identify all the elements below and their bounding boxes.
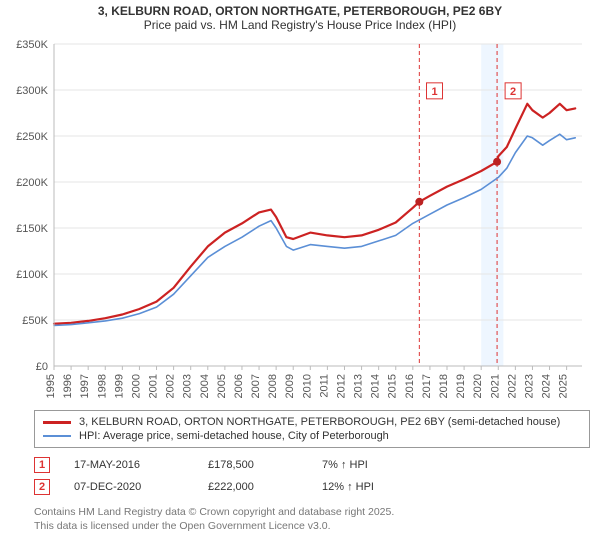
x-tick-label: 2012: [335, 374, 347, 398]
legend-label: 3, KELBURN ROAD, ORTON NORTHGATE, PETERB…: [79, 416, 560, 428]
event-index-box: 2: [34, 479, 50, 495]
legend: 3, KELBURN ROAD, ORTON NORTHGATE, PETERB…: [34, 410, 590, 448]
x-tick-label: 1997: [79, 374, 91, 398]
x-tick-label: 2017: [421, 374, 433, 398]
x-tick-label: 2025: [558, 374, 570, 398]
root: 3, KELBURN ROAD, ORTON NORTHGATE, PETERB…: [0, 0, 600, 560]
y-tick-label: £300K: [16, 85, 48, 97]
x-tick-label: 2003: [182, 374, 194, 398]
x-tick-label: 2008: [267, 374, 279, 398]
x-tick-label: 2022: [506, 374, 518, 398]
x-tick-label: 1999: [113, 374, 125, 398]
x-tick-label: 1996: [62, 374, 74, 398]
title-line1: 3, KELBURN ROAD, ORTON NORTHGATE, PETERB…: [0, 4, 600, 18]
x-tick-label: 2013: [353, 374, 365, 398]
footer-line1: Contains HM Land Registry data © Crown c…: [34, 506, 590, 520]
event-index-box: 1: [34, 457, 50, 473]
legend-swatch: [43, 421, 71, 424]
event-hpi: 7% ↑ HPI: [322, 459, 368, 471]
x-tick-label: 2018: [438, 374, 450, 398]
x-tick-label: 1998: [96, 374, 108, 398]
legend-label: HPI: Average price, semi-detached house,…: [79, 430, 389, 442]
event-row: 2 07-DEC-2020 £222,000 12% ↑ HPI: [34, 476, 590, 498]
marker-dot: [415, 198, 423, 206]
x-tick-label: 2024: [541, 374, 553, 398]
event-date: 17-MAY-2016: [74, 459, 184, 471]
footer-line2: This data is licensed under the Open Gov…: [34, 520, 590, 534]
x-tick-label: 2021: [489, 374, 501, 398]
x-tick-label: 2001: [148, 374, 160, 398]
legend-row: HPI: Average price, semi-detached house,…: [43, 429, 581, 443]
events-table: 1 17-MAY-2016 £178,500 7% ↑ HPI 2 07-DEC-2020…: [34, 454, 590, 498]
x-tick-label: 2000: [130, 374, 142, 398]
footer: Contains HM Land Registry data © Crown c…: [34, 506, 590, 533]
x-tick-label: 2005: [216, 374, 228, 398]
legend-row: 3, KELBURN ROAD, ORTON NORTHGATE, PETERB…: [43, 415, 581, 429]
marker-index: 1: [431, 86, 437, 98]
marker-index: 2: [510, 86, 516, 98]
x-tick-label: 2004: [199, 374, 211, 398]
x-tick-label: 2014: [370, 374, 382, 398]
event-date: 07-DEC-2020: [74, 481, 184, 493]
y-tick-label: £50K: [22, 315, 48, 327]
y-tick-label: £200K: [16, 177, 48, 189]
x-tick-label: 2016: [404, 374, 416, 398]
x-tick-label: 2009: [284, 374, 296, 398]
y-tick-label: £150K: [16, 223, 48, 235]
event-price: £178,500: [208, 459, 298, 471]
title-line2: Price paid vs. HM Land Registry's House …: [0, 18, 600, 32]
marker-dot: [493, 158, 501, 166]
x-tick-label: 2015: [387, 374, 399, 398]
x-tick-label: 1995: [45, 374, 57, 398]
event-price: £222,000: [208, 481, 298, 493]
y-tick-label: £350K: [16, 39, 48, 51]
x-tick-label: 2007: [250, 374, 262, 398]
x-tick-label: 2020: [472, 374, 484, 398]
covid-band: [481, 44, 503, 366]
x-tick-label: 2019: [455, 374, 467, 398]
legend-swatch: [43, 435, 71, 437]
event-row: 1 17-MAY-2016 £178,500 7% ↑ HPI: [34, 454, 590, 476]
x-tick-label: 2011: [318, 374, 330, 398]
y-tick-label: £0: [36, 361, 48, 373]
y-tick-label: £250K: [16, 131, 48, 143]
chart: £0 £50K £100K £150K £200K £250K £300K £350K 1995…: [10, 34, 590, 404]
y-tick-label: £100K: [16, 269, 48, 281]
x-tick-label: 2002: [165, 374, 177, 398]
x-tick-label: 2023: [523, 374, 535, 398]
x-tick-label: 2006: [233, 374, 245, 398]
chart-svg: £0 £50K £100K £150K £200K £250K £300K £350K 1995…: [10, 34, 590, 404]
title-block: 3, KELBURN ROAD, ORTON NORTHGATE, PETERB…: [0, 0, 600, 34]
event-hpi: 12% ↑ HPI: [322, 481, 374, 493]
x-tick-label: 2010: [301, 374, 313, 398]
